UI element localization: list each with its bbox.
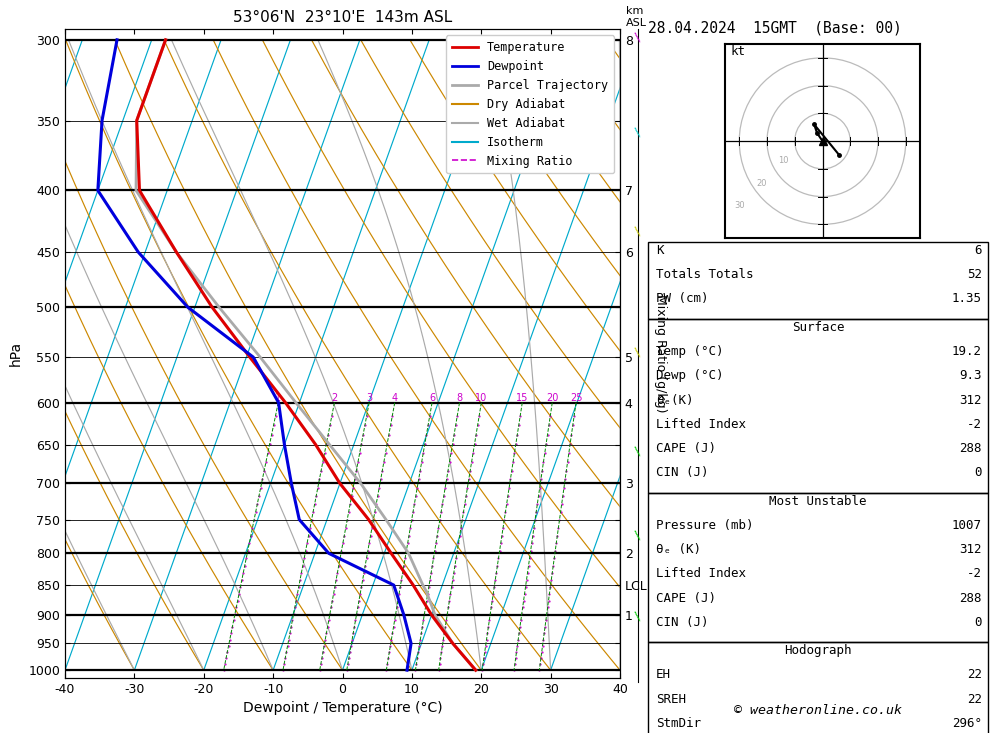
Text: PW (cm): PW (cm) <box>656 292 708 306</box>
Text: 20: 20 <box>756 179 767 188</box>
Text: 52: 52 <box>967 268 982 281</box>
Text: 9.3: 9.3 <box>960 369 982 383</box>
Text: 20: 20 <box>546 393 558 402</box>
Text: 30: 30 <box>734 201 745 210</box>
Text: Temp (°C): Temp (°C) <box>656 345 724 358</box>
Text: /: / <box>632 126 644 138</box>
Text: CIN (J): CIN (J) <box>656 616 708 629</box>
Text: kt: kt <box>731 45 746 58</box>
Text: 288: 288 <box>960 592 982 605</box>
Text: /: / <box>632 346 644 358</box>
Text: -2: -2 <box>967 567 982 581</box>
Text: Hodograph: Hodograph <box>784 644 852 658</box>
Text: -2: -2 <box>967 418 982 431</box>
Text: 288: 288 <box>960 442 982 455</box>
Text: 312: 312 <box>960 543 982 556</box>
Text: 1007: 1007 <box>952 519 982 532</box>
Text: 0: 0 <box>974 466 982 479</box>
Text: 28.04.2024  15GMT  (Base: 00): 28.04.2024 15GMT (Base: 00) <box>648 21 902 35</box>
Text: Totals Totals: Totals Totals <box>656 268 754 281</box>
Text: 2: 2 <box>331 393 338 402</box>
Text: /: / <box>632 610 644 622</box>
Text: 1.35: 1.35 <box>952 292 982 306</box>
Text: 312: 312 <box>960 394 982 407</box>
Legend: Temperature, Dewpoint, Parcel Trajectory, Dry Adiabat, Wet Adiabat, Isotherm, Mi: Temperature, Dewpoint, Parcel Trajectory… <box>446 35 614 174</box>
Text: 25: 25 <box>570 393 582 402</box>
Text: 10: 10 <box>475 393 487 402</box>
Text: K: K <box>656 244 664 257</box>
Text: 0: 0 <box>974 616 982 629</box>
Text: EH: EH <box>656 668 671 682</box>
Text: /: / <box>632 225 644 237</box>
Text: 22: 22 <box>967 693 982 706</box>
Text: CAPE (J): CAPE (J) <box>656 592 716 605</box>
Text: /: / <box>632 31 644 43</box>
Text: /: / <box>632 445 644 457</box>
Text: StmDir: StmDir <box>656 717 701 730</box>
Text: Dewp (°C): Dewp (°C) <box>656 369 724 383</box>
Text: Lifted Index: Lifted Index <box>656 567 746 581</box>
Title: 53°06'N  23°10'E  143m ASL: 53°06'N 23°10'E 143m ASL <box>233 10 452 26</box>
Text: Most Unstable: Most Unstable <box>769 495 867 508</box>
Text: 10: 10 <box>778 156 789 166</box>
Text: /: / <box>632 529 644 541</box>
Text: 15: 15 <box>516 393 528 402</box>
Text: © weatheronline.co.uk: © weatheronline.co.uk <box>734 704 902 717</box>
Text: 6: 6 <box>974 244 982 257</box>
Y-axis label: hPa: hPa <box>9 341 23 366</box>
Text: CAPE (J): CAPE (J) <box>656 442 716 455</box>
Text: 296°: 296° <box>952 717 982 730</box>
Text: 8: 8 <box>456 393 463 402</box>
X-axis label: Dewpoint / Temperature (°C): Dewpoint / Temperature (°C) <box>243 701 442 715</box>
Text: SREH: SREH <box>656 693 686 706</box>
Text: Surface: Surface <box>792 321 844 334</box>
Text: CIN (J): CIN (J) <box>656 466 708 479</box>
Text: θₑ (K): θₑ (K) <box>656 543 701 556</box>
Text: 22: 22 <box>967 668 982 682</box>
Text: 1: 1 <box>275 393 281 402</box>
Y-axis label: Mixing Ratio (g/kg): Mixing Ratio (g/kg) <box>654 295 667 413</box>
Text: 3: 3 <box>366 393 372 402</box>
Text: Pressure (mb): Pressure (mb) <box>656 519 754 532</box>
Text: 6: 6 <box>429 393 435 402</box>
Text: 4: 4 <box>392 393 398 402</box>
Text: 19.2: 19.2 <box>952 345 982 358</box>
Text: θₑ(K): θₑ(K) <box>656 394 694 407</box>
Text: Lifted Index: Lifted Index <box>656 418 746 431</box>
Text: km
ASL: km ASL <box>626 7 647 28</box>
